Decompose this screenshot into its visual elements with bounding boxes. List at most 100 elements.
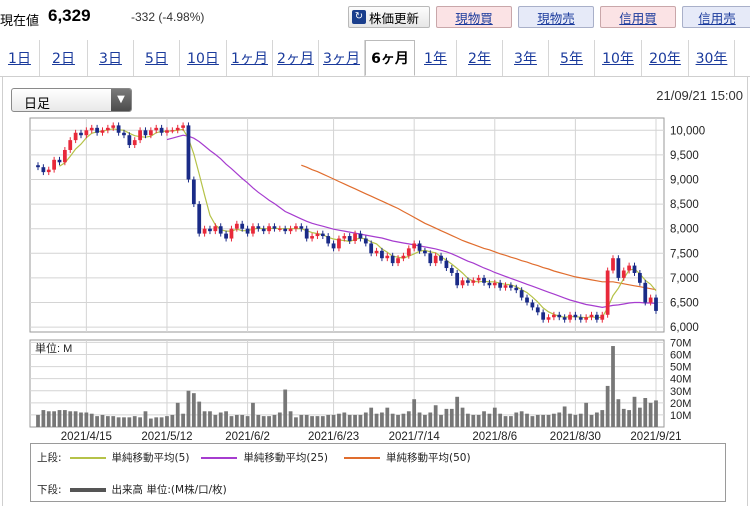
candle-body [132,140,137,146]
candle-body [175,127,180,131]
volume-bar [621,408,626,427]
date-axis-labels: 2021/4/15 2021/5/12 2021/6/2 2021/6/23 2021/… [61,431,682,443]
tab-period-12[interactable]: 5年 [549,40,595,76]
volume-bar [229,416,234,427]
tab-period-9[interactable]: 1年 [415,40,457,76]
volume-bar [406,411,411,427]
volume-bar [277,412,282,427]
candle-body [240,223,245,229]
volume-bar [503,416,508,427]
candle-body [552,314,556,318]
candle-body [202,228,207,234]
candle-body [509,285,513,288]
tab-period-7[interactable]: 3ヶ月 [319,40,365,76]
candle-body [573,314,578,318]
tab-period-5[interactable]: 1ヶ月 [227,40,273,76]
volume-bar [288,411,293,427]
volume-bar [562,406,567,427]
candle-body [347,236,352,241]
candle-body [546,317,551,320]
volume-bar [611,346,615,427]
tab-period-1[interactable]: 2日 [40,40,88,76]
date-tick-label: 2021/5/12 [141,431,192,443]
volume-bar [455,396,460,427]
current-price-label: 現在値 [0,14,40,29]
volume-bar [552,413,556,427]
volume-bar [643,398,648,427]
candle-body [449,268,454,273]
candle-body [530,302,535,308]
volume-bar [267,416,271,427]
legend-lower-label: 下段: [37,484,62,496]
volume-bar [530,416,535,427]
volume-bar [396,414,400,427]
candle-body [374,250,379,254]
moving-average-lines [59,128,657,319]
candle-body [428,253,433,264]
volume-bar [73,411,78,427]
tab-period-4[interactable]: 10日 [180,40,227,76]
spot-buy-button[interactable]: 現物買 [436,6,512,28]
refresh-price-button[interactable]: ↻ 株価更新 [348,6,430,28]
tab-period-6[interactable]: 2ヶ月 [273,40,319,76]
triangle-down-icon: ▼ [111,89,131,111]
candle-body [208,228,212,232]
tab-period-14[interactable]: 20年 [642,40,689,76]
date-tick-label: 2021/9/21 [630,431,681,443]
spot-sell-button[interactable]: 現物売 [518,6,594,28]
tab-period-10[interactable]: 2年 [457,40,503,76]
volume-bar [546,414,551,427]
volume-bar [492,407,497,427]
chart-type-select[interactable]: 日足 ▼ [11,88,132,112]
candle-body [589,314,594,318]
volume-bar [401,413,406,427]
candle-body [89,127,94,131]
tab-period-13[interactable]: 10年 [595,40,642,76]
candle-body [444,260,449,269]
volume-bar [315,416,320,427]
volume-bar [234,414,239,427]
volume-bar [272,414,277,427]
margin-buy-button[interactable]: 信用買 [600,6,676,28]
candle-body [84,130,89,136]
candle-body [224,233,228,239]
candle-body [643,282,648,303]
volume-bar [482,411,486,427]
candle-body [288,228,293,232]
date-tick-label: 2021/8/6 [472,431,517,443]
tab-period-15[interactable]: 30年 [689,40,735,76]
candle-body [331,243,336,249]
volume-bar [245,416,250,427]
volume-tick-label: 10M [670,410,691,422]
volume-bar [358,414,363,427]
candle-body [256,226,261,229]
legend-ma25-swatch [201,456,238,459]
volume-bar [320,416,325,427]
candle-body [584,317,589,320]
candle-body [439,255,443,261]
candle-body [455,272,460,286]
candle-body [181,125,185,128]
candle-body [535,307,540,313]
tab-period-0[interactable]: 1日 [0,40,40,76]
volume-bar [154,417,159,427]
tab-period-3[interactable]: 5日 [134,40,180,76]
candle-body [165,130,169,133]
volume-bar [648,402,653,427]
volume-bar [208,411,212,427]
margin-sell-button[interactable]: 信用売 [682,6,750,28]
candle-body [605,270,610,315]
candle-body [52,159,57,170]
candle-body [127,135,132,146]
ma50-line [301,164,657,291]
volume-bar [95,416,99,427]
tab-period-2[interactable]: 3日 [88,40,134,76]
candle-body [57,159,62,163]
tab-period-8[interactable]: 6ヶ月 [365,40,415,76]
price-tick-label: 8,500 [670,199,699,211]
volume-bar [127,417,132,427]
volume-bar [132,416,137,427]
volume-bar [385,407,390,427]
price-tick-label: 9,000 [670,174,699,186]
tab-period-11[interactable]: 3年 [503,40,549,76]
